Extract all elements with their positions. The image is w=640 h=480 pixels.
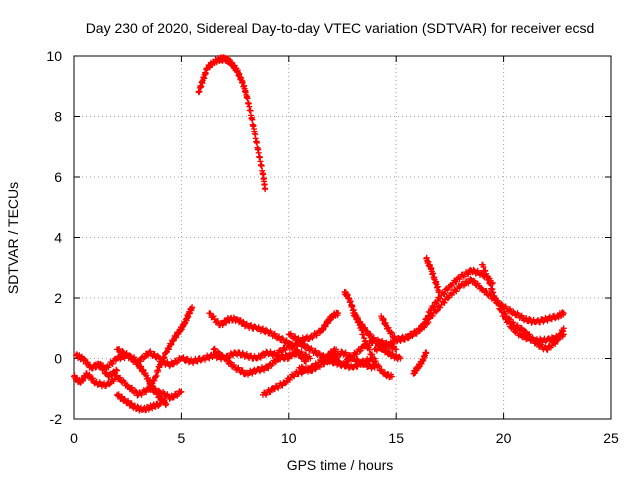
series-markers (410, 349, 430, 377)
series-markers (500, 310, 567, 353)
y-tick-label: 0 (54, 351, 62, 367)
axis-ticks (73, 55, 612, 420)
series-markers (423, 254, 443, 296)
x-axis-title: GPS time / hours (287, 457, 394, 473)
series-markers (71, 370, 185, 402)
series-markers (371, 275, 567, 354)
series-sat-s (419, 266, 496, 332)
x-tick-label: 10 (281, 430, 297, 446)
series-sat-f (92, 348, 163, 372)
data-points (71, 54, 567, 414)
series-markers (156, 348, 292, 369)
y-tick-label: 10 (46, 48, 62, 64)
series-sat-h (195, 54, 269, 193)
y-tick-label: 8 (54, 109, 62, 125)
series-markers (419, 266, 496, 332)
series-markers (210, 345, 314, 378)
series-markers (285, 309, 342, 345)
chart-title: Day 230 of 2020, Sidereal Day-to-day VTE… (86, 20, 595, 36)
series-sat-i (206, 310, 309, 365)
series-markers (92, 348, 163, 372)
series-sat-x (328, 336, 400, 369)
y-axis-title: SDTVAR / TECUs (5, 182, 21, 294)
series-markers (328, 336, 400, 369)
grid-lines (74, 56, 611, 419)
series-sat-e (146, 304, 196, 392)
x-tick-label: 5 (178, 430, 186, 446)
series-sat-d (114, 391, 163, 414)
series-markers (114, 391, 163, 414)
series-sat-v (500, 310, 567, 353)
x-tick-label: 15 (388, 430, 404, 446)
series-markers (195, 54, 269, 193)
x-tick-labels: 0 5 10 15 20 25 (70, 430, 619, 446)
series-markers (206, 310, 309, 365)
y-tick-label: -2 (50, 411, 63, 427)
y-tick-labels: -2 0 2 4 6 8 10 (46, 48, 62, 427)
series-markers (146, 304, 196, 392)
x-tick-label: 25 (603, 430, 619, 446)
x-tick-label: 0 (70, 430, 78, 446)
series-sat-g (156, 348, 292, 369)
series-sat-w (410, 349, 430, 377)
series-sat-a (71, 370, 185, 402)
x-tick-label: 20 (496, 430, 512, 446)
y-tick-label: 4 (54, 230, 62, 246)
series-sat-j (210, 345, 314, 378)
y-tick-label: 2 (54, 290, 62, 306)
series-sat-m (285, 309, 342, 345)
series-sat-t (423, 254, 443, 296)
series-sat-r (371, 275, 567, 354)
y-tick-label: 6 (54, 169, 62, 185)
